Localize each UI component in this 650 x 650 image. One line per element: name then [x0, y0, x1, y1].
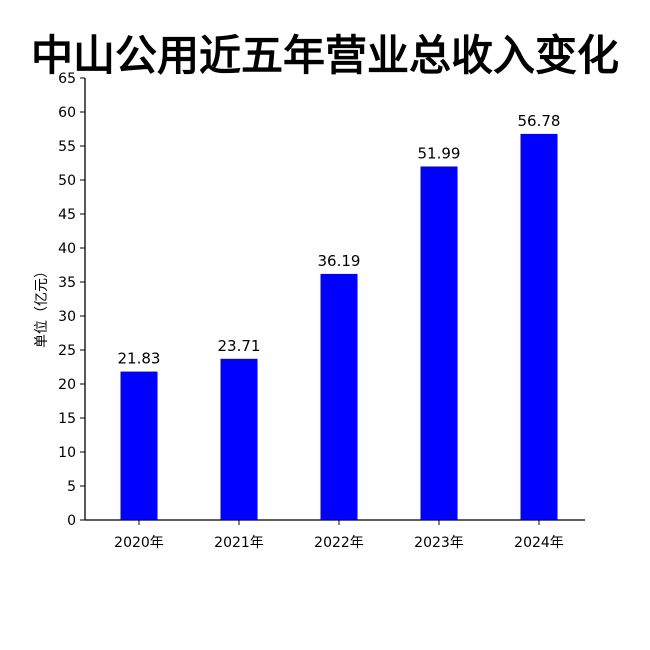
y-tick-label: 50 [58, 173, 76, 189]
data-label: 36.19 [318, 252, 361, 270]
data-label: 51.99 [418, 144, 461, 162]
data-label: 21.83 [118, 350, 161, 368]
y-tick-label: 10 [58, 445, 76, 461]
data-label: 56.78 [518, 112, 561, 130]
y-tick-label: 25 [58, 343, 76, 359]
y-tick-label: 40 [58, 241, 76, 257]
y-tick-label: 15 [58, 411, 76, 427]
bar-2021年 [220, 358, 258, 520]
y-tick-label: 5 [67, 479, 76, 495]
x-tick-label: 2023年 [414, 535, 464, 551]
y-axis-ticks: 0 5 10 15 20 25 30 35 40 45 50 55 60 65 [58, 71, 85, 529]
y-tick-label: 60 [58, 105, 76, 121]
y-tick-label: 20 [58, 377, 76, 393]
data-labels: 21.83 23.71 36.19 51.99 56.78 [118, 112, 561, 368]
chart-title: 中山公用近五年营业总收入变化 [30, 31, 619, 80]
x-tick-label: 2024年 [514, 535, 564, 551]
y-tick-label: 0 [67, 513, 76, 529]
y-axis-title: 单位（亿元） [34, 264, 50, 348]
bar-2023年 [420, 166, 458, 520]
y-axis-title-group: 单位（亿元） [34, 264, 50, 348]
y-tick-label: 30 [58, 309, 76, 325]
bar-2022年 [320, 273, 358, 520]
data-label: 23.71 [218, 337, 261, 355]
y-tick-label: 45 [58, 207, 76, 223]
x-tick-label: 2022年 [314, 535, 364, 551]
bar-2020年 [120, 371, 158, 520]
x-tick-label: 2020年 [114, 535, 164, 551]
bar-2024年 [520, 133, 558, 520]
y-tick-label: 55 [58, 139, 76, 155]
y-tick-label: 65 [58, 71, 76, 87]
bars [120, 133, 558, 520]
x-tick-label: 2021年 [214, 535, 264, 551]
x-axis-ticks: 2020年 2021年 2022年 2023年 2024年 [114, 520, 564, 551]
y-tick-label: 35 [58, 275, 76, 291]
